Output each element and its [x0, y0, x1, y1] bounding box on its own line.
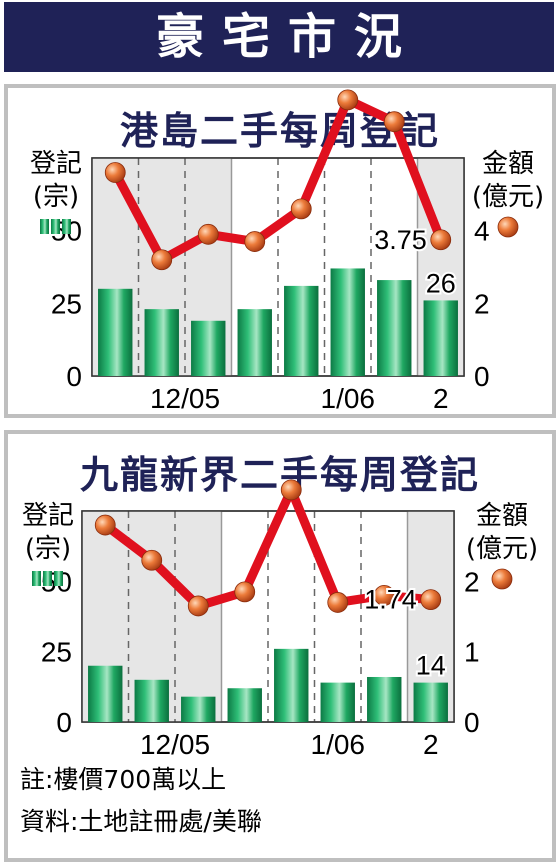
bar [227, 688, 262, 722]
bar-icon [62, 219, 71, 234]
right-tick-label: 0 [474, 361, 490, 392]
line-point [104, 162, 126, 183]
bar [320, 682, 355, 722]
left-axis-title: 登記 [30, 149, 82, 179]
right-tick-label: 2 [474, 288, 490, 319]
line-point [234, 581, 256, 603]
line-point [280, 479, 302, 501]
line-point [151, 249, 173, 271]
bar [98, 288, 133, 376]
right-axis-title: 金額 [482, 149, 534, 179]
left-axis-title: 登記 [22, 501, 74, 531]
line-point [187, 595, 209, 617]
right-axis-title: 金額 [476, 501, 528, 531]
line-point [141, 549, 163, 571]
bar [144, 309, 179, 376]
line-data-label: 3.75 [374, 225, 427, 255]
left-tick-label: 0 [56, 707, 72, 738]
chart-title: 九龍新界二手每周登記 [79, 453, 480, 497]
bar-icon [54, 571, 63, 586]
bar [191, 320, 226, 376]
left-tick-label: 0 [66, 361, 82, 392]
bar [274, 648, 309, 722]
bar-data-label: 26 [426, 268, 456, 298]
line-point [420, 589, 442, 611]
chart-panel-hong-kong: 港島二手每周登記 0255002412/051/062登記(宗)金額(億元)3.… [4, 84, 556, 418]
plot-border [81, 510, 455, 723]
ball-icon [497, 216, 519, 238]
right-tick-label: 0 [464, 707, 480, 738]
line-data-label: 1.74 [364, 585, 417, 615]
bar-icon [43, 571, 52, 586]
bar [377, 280, 412, 376]
footnote-note: 註:樓價700萬以上 [20, 765, 227, 794]
line-point [430, 229, 452, 251]
bar-data-label: 14 [416, 651, 446, 681]
header-banner: 豪宅市況 [4, 2, 554, 72]
line-point [290, 198, 312, 220]
bar-icon [40, 219, 49, 234]
x-tick-label: 1/06 [321, 383, 376, 414]
line-point [327, 592, 349, 613]
bar [413, 682, 448, 722]
bar-icon [51, 219, 60, 234]
right-tick-label: 1 [464, 637, 480, 668]
x-tick-label: 12/05 [140, 729, 210, 760]
page-title: 豪宅市況 [155, 9, 420, 65]
bar [88, 665, 123, 722]
line-point [94, 514, 116, 536]
line-point [383, 111, 405, 133]
ball-icon [491, 568, 513, 590]
right-tick-label: 2 [464, 566, 480, 597]
bar [330, 268, 365, 376]
line-point [244, 231, 266, 252]
x-tick-label: 12/05 [150, 383, 220, 414]
bar [134, 679, 169, 722]
bar [284, 285, 319, 376]
bar [423, 300, 458, 376]
line-point [373, 584, 395, 606]
left-tick-label: 25 [51, 288, 82, 319]
x-tick-label: 2 [433, 383, 449, 414]
x-tick-label: 2 [423, 729, 439, 760]
left-axis-unit: (宗) [33, 182, 79, 212]
right-axis-unit: (億元) [472, 182, 544, 212]
right-axis-unit: (億元) [466, 534, 538, 564]
left-tick-label: 25 [41, 637, 72, 668]
line-point [337, 89, 359, 111]
bar [237, 309, 272, 376]
chart-panel-kowloon-nt: 九龍新界二手每周登記 0255001212/051/062登記(宗)金額(億元)… [4, 430, 556, 862]
footnote-source: 資料:土地註冊處/美聯 [20, 807, 262, 836]
line-point [197, 223, 219, 245]
right-tick-label: 4 [474, 216, 490, 247]
x-tick-label: 1/06 [311, 729, 366, 760]
bar [367, 676, 402, 722]
bar-icon [32, 571, 41, 586]
left-axis-unit: (宗) [25, 534, 71, 564]
bar [181, 696, 216, 722]
plot-border [91, 157, 465, 377]
